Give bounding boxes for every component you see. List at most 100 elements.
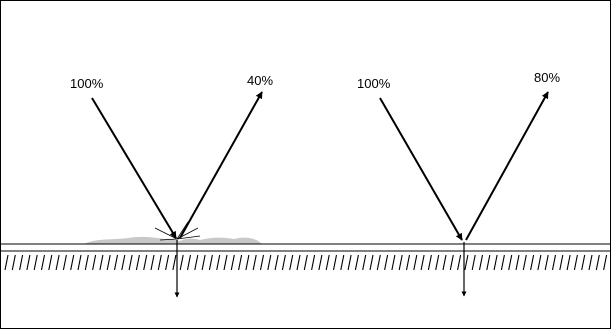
hatch-stroke <box>537 254 542 271</box>
hatch-stroke <box>405 254 411 271</box>
hatch-stroke <box>135 254 140 271</box>
hatch-stroke <box>70 254 75 271</box>
hatch-stroke <box>19 254 24 271</box>
hatch-stroke <box>427 254 432 271</box>
left-reflected-label: 40% <box>247 73 273 88</box>
hatch-stroke <box>581 254 586 271</box>
ground-hatching <box>4 254 608 271</box>
hatch-stroke <box>201 254 206 271</box>
hatch-stroke <box>464 254 469 271</box>
hatch-stroke <box>194 254 199 271</box>
hatch-stroke <box>449 254 454 271</box>
hatch-stroke <box>99 254 104 271</box>
hatch-stroke <box>172 254 177 271</box>
hatch-stroke <box>26 254 31 271</box>
hatch-stroke <box>435 254 440 271</box>
left-incident-label: 100% <box>70 76 104 91</box>
hatch-stroke <box>245 254 250 271</box>
hatch-stroke <box>588 254 593 271</box>
hatch-stroke <box>493 254 498 271</box>
hatch-stroke <box>150 254 155 271</box>
hatch-stroke <box>92 254 97 271</box>
left-incident-arrow <box>91 97 177 239</box>
hatch-stroke <box>478 254 484 271</box>
hatch-stroke <box>551 254 557 271</box>
left-scatter-line <box>176 235 201 240</box>
hatch-stroke <box>113 254 119 271</box>
hatch-stroke <box>325 254 330 271</box>
hatch-stroke <box>179 254 184 271</box>
hatch-stroke <box>369 254 374 271</box>
hatch-stroke <box>216 254 221 271</box>
hatch-stroke <box>398 254 403 271</box>
hatch-stroke <box>318 254 323 271</box>
hatch-stroke <box>230 254 235 271</box>
right-incident-arrow <box>379 97 463 241</box>
hatch-stroke <box>274 254 279 271</box>
hatch-stroke <box>281 254 286 271</box>
hatch-stroke <box>267 254 272 271</box>
hatch-stroke <box>530 254 535 271</box>
left-scatter-line <box>176 221 189 240</box>
hatch-stroke <box>128 254 133 271</box>
hatch-stroke <box>559 254 564 271</box>
hatch-stroke <box>354 254 359 271</box>
hatch-stroke <box>11 254 16 271</box>
hatch-stroke <box>48 254 53 271</box>
left-scatter-line <box>154 227 178 240</box>
hatch-stroke <box>208 254 213 271</box>
hatch-stroke <box>442 254 447 271</box>
hatch-stroke <box>508 254 513 271</box>
right-incident-label: 100% <box>357 76 391 91</box>
hatch-stroke <box>457 254 462 271</box>
hatch-stroke <box>311 254 316 271</box>
hatch-stroke <box>362 254 367 271</box>
hatch-stroke <box>515 254 520 271</box>
hatch-stroke <box>376 254 381 271</box>
hatch-stroke <box>413 254 418 271</box>
hatch-stroke <box>384 254 389 271</box>
hatch-stroke <box>296 254 301 271</box>
left-scatter-line <box>176 227 199 240</box>
right-reflected-arrow <box>465 91 549 241</box>
hatch-stroke <box>573 254 578 271</box>
hatch-stroke <box>165 254 170 271</box>
hatch-stroke <box>40 254 46 271</box>
hatch-stroke <box>55 254 60 271</box>
hatch-stroke <box>332 254 338 271</box>
hatch-stroke <box>603 254 608 271</box>
left-reflected-arrow <box>179 91 263 239</box>
hatch-stroke <box>289 254 294 271</box>
hatch-stroke <box>33 254 38 271</box>
hatch-stroke <box>471 254 476 271</box>
hatch-stroke <box>106 254 111 271</box>
hatch-stroke <box>186 254 192 271</box>
hatch-stroke <box>340 254 345 271</box>
hatch-stroke <box>252 254 257 271</box>
hatch-stroke <box>84 254 89 271</box>
hatch-stroke <box>595 254 600 271</box>
hatch-stroke <box>77 254 82 271</box>
hatch-stroke <box>347 254 352 271</box>
hatch-stroke <box>566 254 571 271</box>
hatch-stroke <box>303 254 308 271</box>
hatch-stroke <box>391 254 396 271</box>
hatch-stroke <box>238 254 243 271</box>
hatch-stroke <box>544 254 549 271</box>
left-scatter-line <box>159 238 178 241</box>
hatch-stroke <box>223 254 228 271</box>
surface-deposit <box>84 236 262 244</box>
hatch-stroke <box>522 254 527 271</box>
hatch-stroke <box>62 254 67 271</box>
hatch-stroke <box>121 254 126 271</box>
hatch-stroke <box>420 254 425 271</box>
hatch-stroke <box>486 254 491 271</box>
right-reflected-label: 80% <box>534 70 560 85</box>
hatch-stroke <box>4 254 9 271</box>
hatch-stroke <box>157 254 162 271</box>
hatch-stroke <box>143 254 148 271</box>
hatch-stroke <box>500 254 505 271</box>
